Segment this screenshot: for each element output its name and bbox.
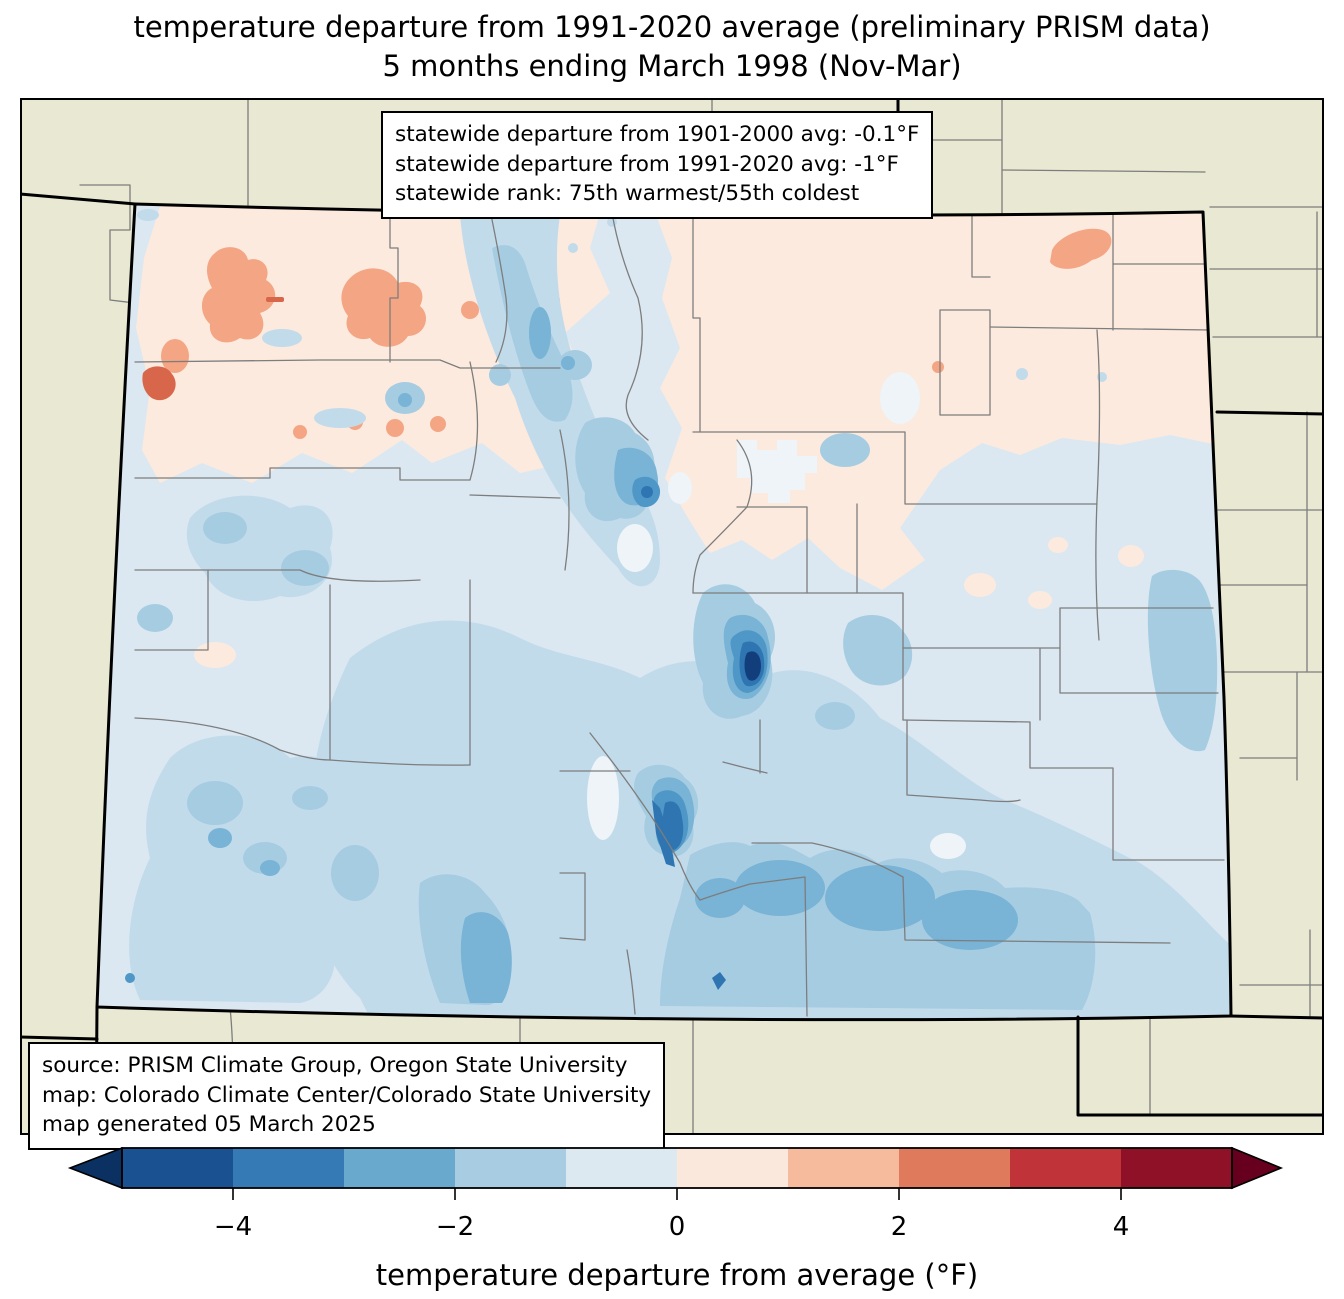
colorbar-segment — [233, 1148, 344, 1188]
colorbar-segment — [1121, 1148, 1232, 1188]
coldest-cores — [744, 651, 761, 681]
source-line: source: PRISM Climate Group, Oregon Stat… — [42, 1053, 628, 1078]
colorbar-segment — [677, 1148, 788, 1188]
map-frame: statewide departure from 1901-2000 avg: … — [20, 98, 1324, 1150]
tick-label-zero: 0 — [669, 1212, 686, 1242]
colorbar-segment — [788, 1148, 899, 1188]
colorbar-tick-marks — [232, 1188, 1122, 1200]
colorado-county-lines — [134, 206, 1225, 1017]
colorado-contours — [97, 204, 1231, 1020]
colorbar-segment — [122, 1148, 233, 1188]
statewide-stats-box: statewide departure from 1901-2000 avg: … — [381, 111, 934, 219]
colorbar-segment — [455, 1148, 566, 1188]
near-zero-light-patches — [587, 372, 966, 859]
stats-line-1991-2020: statewide departure from 1991-2020 avg: … — [395, 151, 899, 177]
tick-label-neg4: −4 — [214, 1212, 252, 1242]
colorbar-over-arrow — [1231, 1146, 1284, 1190]
generated-date-line: map generated 05 March 2025 — [42, 1112, 376, 1138]
tick-label-neg2: −2 — [436, 1212, 474, 1242]
tick-label-pos2: 2 — [891, 1212, 908, 1242]
source-attribution-box: source: PRISM Climate Group, Oregon Stat… — [28, 1042, 666, 1150]
warm-strongest-spots — [142, 297, 284, 401]
map-axes-frame — [20, 98, 1324, 1135]
map-credit-line: map: Colorado Climate Center/Colorado St… — [42, 1082, 652, 1108]
colorbar-segments — [122, 1148, 1232, 1188]
colorbar-segment — [566, 1148, 677, 1188]
colorbar: −4 −2 0 2 4 temperature departure from a… — [67, 1146, 1284, 1292]
warm-strong-regions — [161, 228, 1112, 439]
figure-title-line1: temperature departure from 1991-2020 ave… — [133, 10, 1211, 44]
colorbar-segment — [1010, 1148, 1121, 1188]
tick-label-pos4: 4 — [1113, 1212, 1130, 1242]
colorbar-segment — [899, 1148, 1010, 1188]
figure-title: temperature departure from 1991-2020 ave… — [0, 8, 1344, 86]
figure-title-line2: 5 months ending March 1998 (Nov-Mar) — [382, 49, 962, 84]
colorbar-tick-labels: −4 −2 0 2 4 — [214, 1212, 1129, 1242]
stats-line-1901-2000: statewide departure from 1901-2000 avg: … — [395, 122, 920, 147]
stats-line-rank: statewide rank: 75th warmest/55th coldes… — [395, 181, 860, 207]
colorado-temperature-map — [20, 98, 1324, 1135]
colorbar-axis-label: temperature departure from average (°F) — [376, 1258, 978, 1292]
colorbar-under-arrow — [67, 1146, 123, 1190]
colorbar-segment — [344, 1148, 455, 1188]
